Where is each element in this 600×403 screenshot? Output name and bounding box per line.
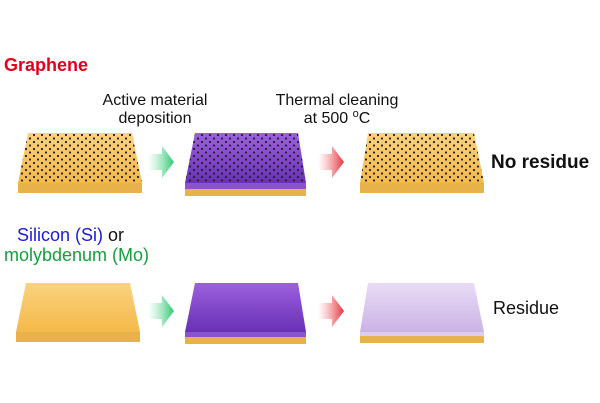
molybdenum-label: molybdenum (Mo)	[4, 245, 150, 265]
silicon-label: Silicon (Si)	[17, 225, 104, 245]
green-arrow-icon	[148, 295, 174, 327]
step-label-deposition: Active material deposition	[95, 92, 215, 128]
red-arrow-icon	[318, 146, 344, 178]
material-label-line1: Silicon (Si) or	[17, 225, 124, 246]
step-label-deposition-line1: Active material	[102, 92, 208, 109]
graphene-sample-deposited	[185, 133, 306, 196]
result-no-residue: No residue	[491, 152, 590, 173]
step-label-deposition-line2: deposition	[118, 110, 192, 127]
graphene-sample-cleaned	[360, 133, 484, 193]
si-mo-sample-residue	[360, 283, 484, 343]
or-label: or	[103, 225, 125, 245]
step-label-thermal-line1: Thermal cleaning	[275, 92, 399, 109]
graphene-sample-initial	[18, 133, 142, 193]
green-arrow-icon	[148, 146, 174, 178]
temperature-unit: C	[358, 110, 371, 127]
si-mo-sample-deposited	[185, 283, 306, 344]
si-mo-sample-initial	[16, 283, 140, 342]
step-label-thermal-line2: at 500 oC	[262, 108, 412, 129]
result-residue: Residue	[493, 298, 560, 318]
degree-superscript: o	[352, 108, 359, 120]
diagram-title: Graphene	[4, 55, 89, 75]
temperature-prefix: at 500	[303, 110, 353, 127]
step-label-thermal-cleaning: Thermal cleaning at 500 oC	[262, 92, 412, 129]
red-arrow-icon	[318, 295, 344, 327]
